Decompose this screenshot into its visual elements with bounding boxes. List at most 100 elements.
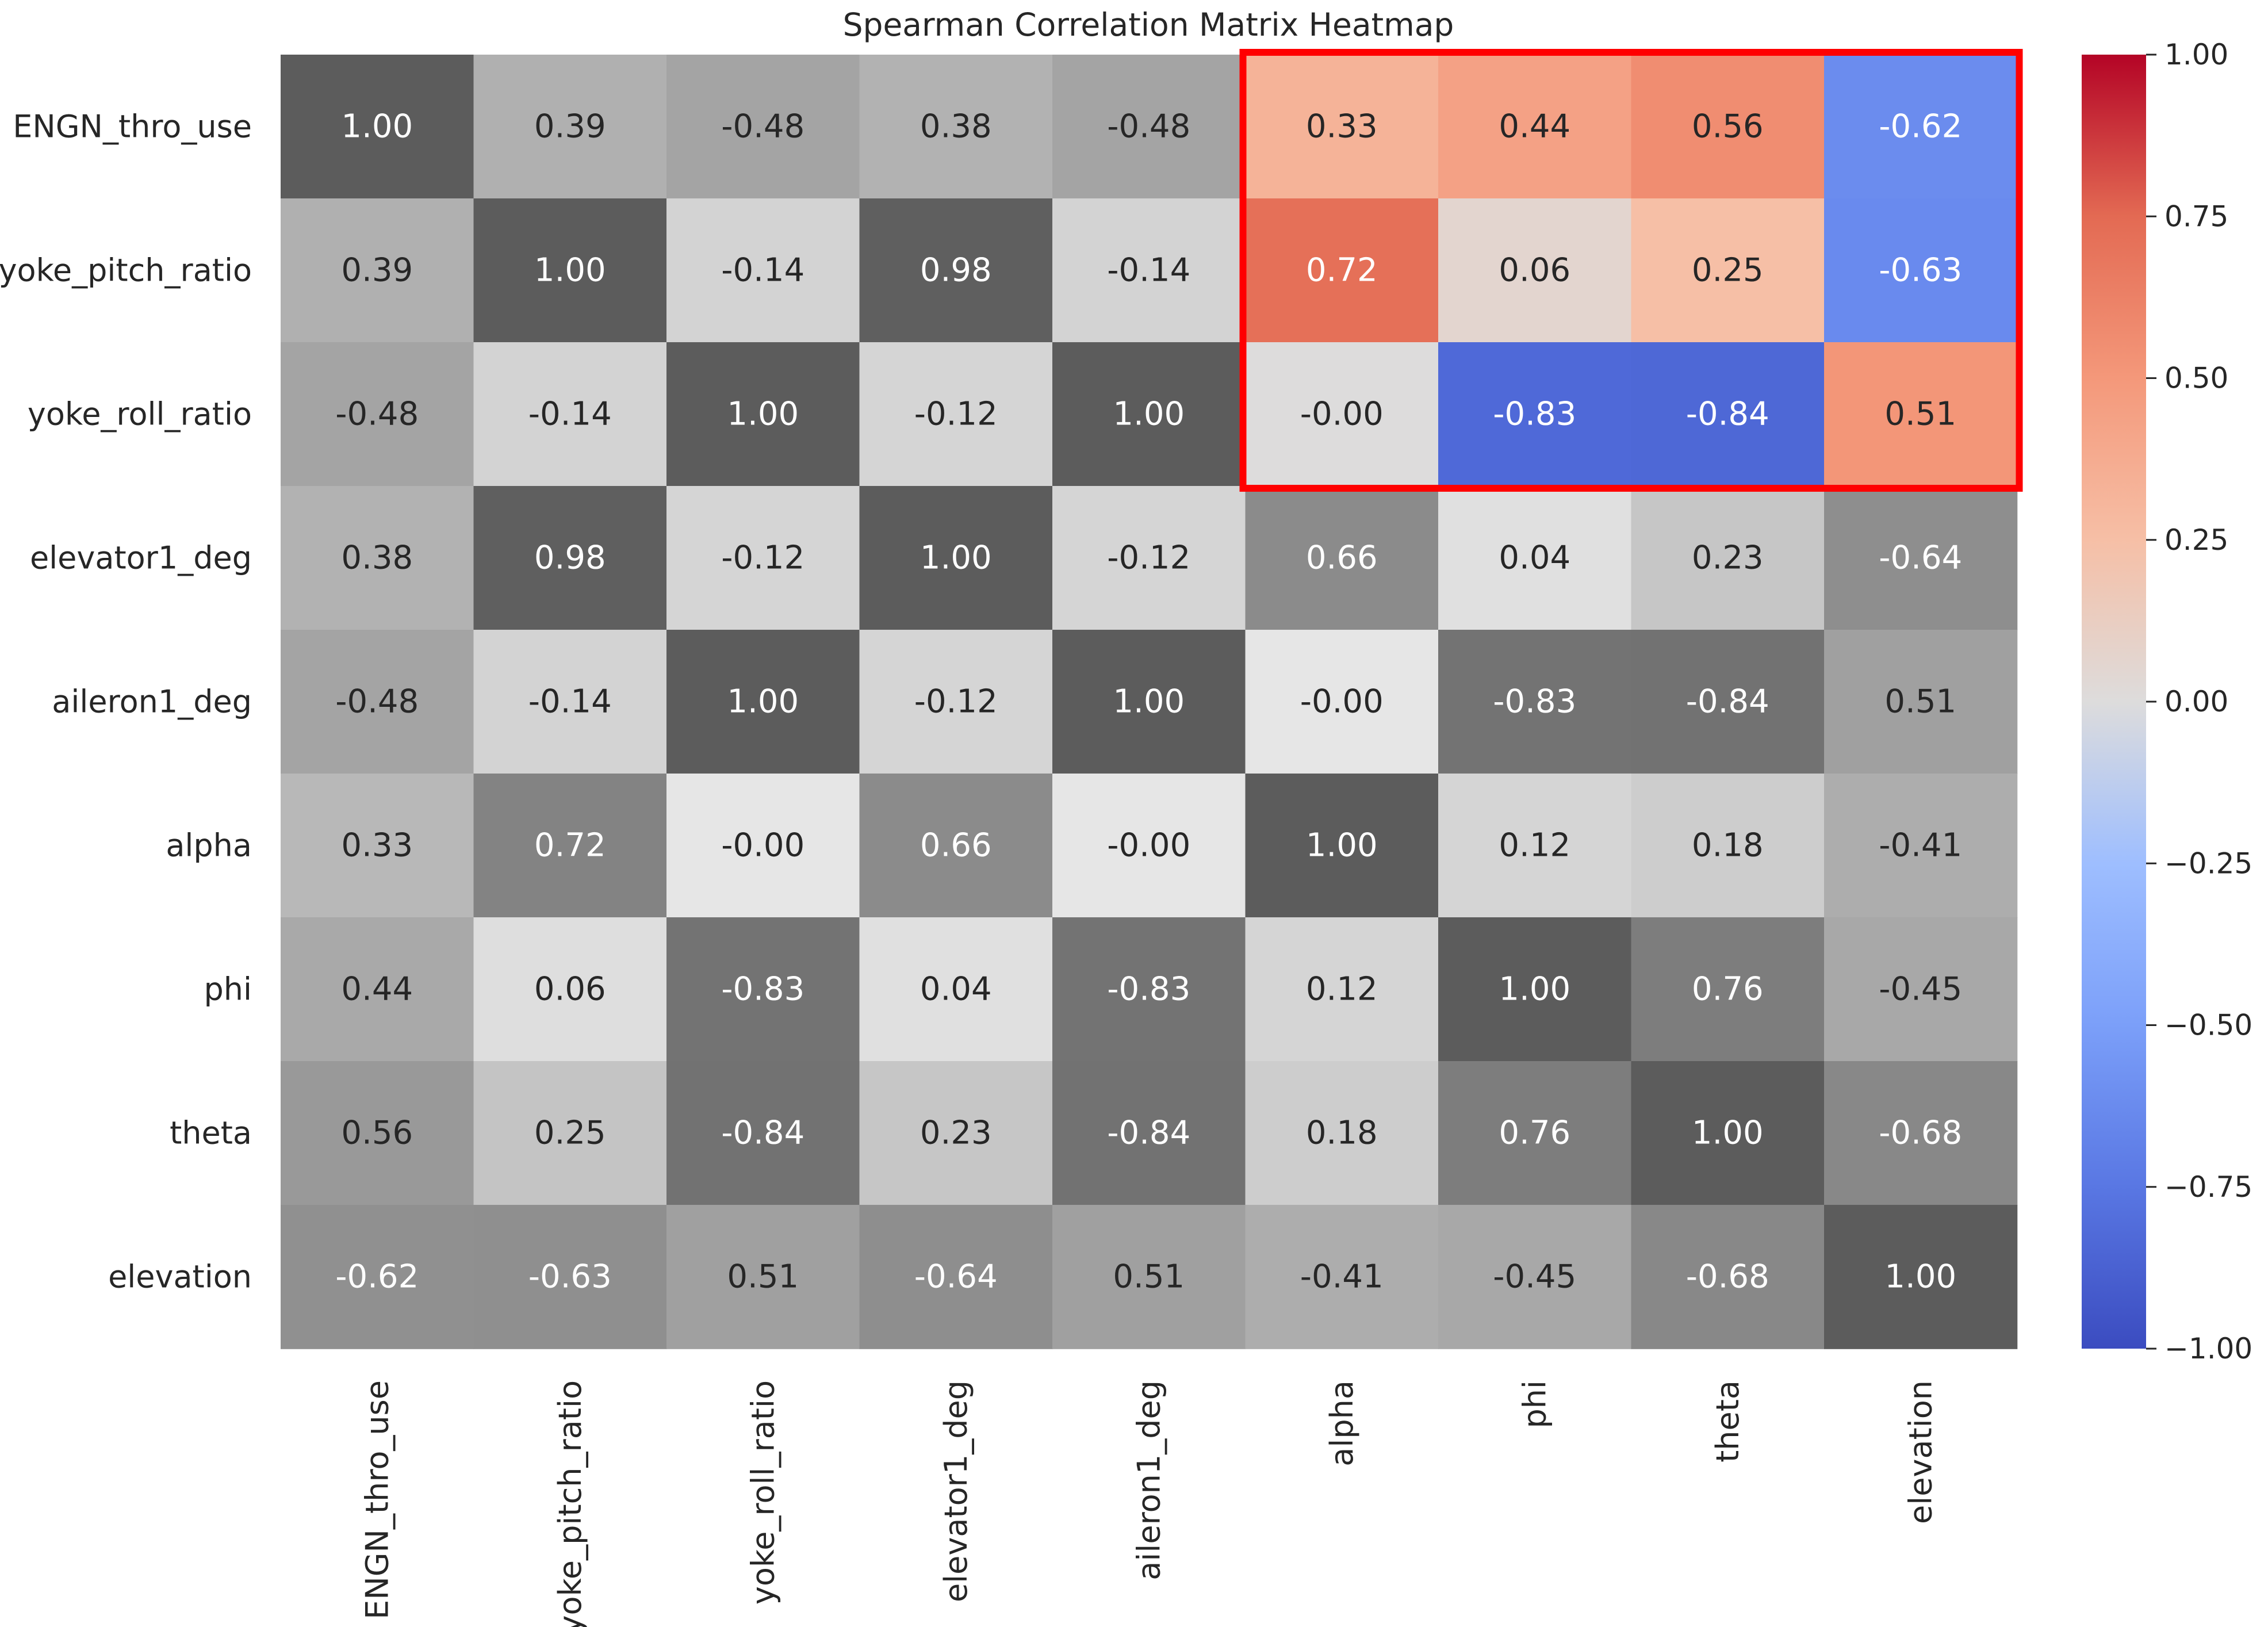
heatmap-cell xyxy=(859,342,1053,487)
heatmap-cell xyxy=(1438,774,1632,918)
heatmap-cell xyxy=(281,1205,474,1349)
cell-value-label: 0.56 xyxy=(341,1115,413,1152)
heatmap-cell xyxy=(1631,486,1825,630)
heatmap-cell xyxy=(1824,917,2018,1062)
cell-value-label: 0.33 xyxy=(341,827,413,864)
cell-value-label: 0.38 xyxy=(341,539,413,577)
colorbar-tick-label: 0.50 xyxy=(2164,362,2228,395)
cell-value-label: -0.12 xyxy=(914,396,998,433)
cell-value-label: 0.33 xyxy=(1306,108,1378,146)
cell-value-label: 0.12 xyxy=(1306,971,1378,1008)
column-label: yoke_pitch_ratio xyxy=(552,1380,588,1627)
cell-value-label: -0.00 xyxy=(1300,683,1384,721)
cell-value-label: 1.00 xyxy=(727,683,799,721)
cell-value-label: 0.66 xyxy=(920,827,992,864)
heatmap-cell xyxy=(1438,486,1632,630)
cell-value-label: -0.68 xyxy=(1879,1115,1962,1152)
heatmap-cell xyxy=(1631,917,1825,1062)
heatmap-cell xyxy=(1824,630,2018,774)
cell-value-label: 0.51 xyxy=(1884,683,1956,721)
colorbar-tick-label: 0.00 xyxy=(2164,685,2228,718)
heatmap-cell xyxy=(1245,1061,1439,1205)
cell-value-label: -0.14 xyxy=(1107,252,1190,289)
heatmap-cell xyxy=(1438,1205,1632,1349)
heatmap-cell xyxy=(473,1205,667,1349)
cell-value-label: -0.62 xyxy=(1879,108,1962,146)
row-label: phi xyxy=(204,971,252,1008)
heatmap-cell xyxy=(859,1205,1053,1349)
row-label: alpha xyxy=(166,828,252,864)
cell-value-label: 0.25 xyxy=(1692,252,1764,289)
cell-value-label: 1.00 xyxy=(1306,827,1378,864)
cell-value-label: 1.00 xyxy=(1113,683,1185,721)
heatmap-cell xyxy=(1245,486,1439,630)
heatmap-cell xyxy=(666,774,860,918)
cell-value-label: -0.83 xyxy=(1107,971,1190,1008)
heatmap-cell xyxy=(666,486,860,630)
cell-value-label: -0.12 xyxy=(1107,539,1190,577)
cell-value-label: 0.76 xyxy=(1499,1115,1570,1152)
cell-value-label: 0.04 xyxy=(920,971,992,1008)
cell-value-label: -0.48 xyxy=(721,108,804,146)
heatmap-cell xyxy=(281,55,474,199)
heatmap-cell xyxy=(859,630,1053,774)
cell-value-label: 0.44 xyxy=(341,971,413,1008)
cell-value-label: 0.66 xyxy=(1306,539,1378,577)
heatmap-cell xyxy=(1438,1061,1632,1205)
heatmap-cell xyxy=(859,198,1053,343)
heatmap-cell xyxy=(1438,55,1632,199)
cell-value-label: -0.48 xyxy=(1107,108,1190,146)
heatmap-cell xyxy=(473,1061,667,1205)
cell-value-label: -0.83 xyxy=(1493,683,1576,721)
heatmap-cell xyxy=(1438,917,1632,1062)
colorbar-tick-label: −0.50 xyxy=(2164,1009,2252,1042)
heatmap-cell xyxy=(859,917,1053,1062)
heatmap-cell xyxy=(473,917,667,1062)
cell-value-label: -0.41 xyxy=(1879,827,1962,864)
column-tick-labels: ENGN_thro_use yoke_pitch_ratio yoke_roll_r… xyxy=(359,1380,1938,1627)
cell-value-label: 0.12 xyxy=(1499,827,1570,864)
colorbar-tick-label: −0.75 xyxy=(2164,1170,2252,1204)
column-label: elevator1_deg xyxy=(938,1380,974,1602)
cell-value-label: -0.00 xyxy=(721,827,804,864)
heatmap-cell xyxy=(1631,55,1825,199)
cell-value-label: -0.41 xyxy=(1300,1258,1384,1296)
heatmap-cell xyxy=(1824,198,2018,343)
heatmap-cell xyxy=(1438,198,1632,343)
heatmap-cell xyxy=(1631,630,1825,774)
heatmap-cell xyxy=(281,917,474,1062)
cell-value-label: 0.72 xyxy=(534,827,606,864)
heatmap-cell xyxy=(666,342,860,487)
heatmap-cell xyxy=(1824,774,2018,918)
cell-value-label: 0.51 xyxy=(727,1258,799,1296)
cell-value-label: -0.64 xyxy=(914,1258,998,1296)
highlight-rectangle xyxy=(1239,49,2023,492)
colorbar-tick-label: 0.25 xyxy=(2164,523,2228,557)
heatmap-cell xyxy=(666,198,860,343)
cell-value-label: 0.38 xyxy=(920,108,992,146)
cell-value-label: -0.14 xyxy=(528,396,612,433)
highlight-box xyxy=(1239,49,2023,492)
cell-value-label: 0.76 xyxy=(1692,971,1764,1008)
cell-value-label: 0.18 xyxy=(1692,827,1764,864)
cell-value-label: -0.63 xyxy=(528,1258,612,1296)
heatmap-cell xyxy=(473,630,667,774)
row-label: yoke_roll_ratio xyxy=(28,396,252,432)
heatmap-cell xyxy=(859,1061,1053,1205)
heatmap-cell xyxy=(1631,1061,1825,1205)
heatmap-cell xyxy=(1052,774,1246,918)
row-label: elevator1_deg xyxy=(30,540,252,576)
heatmap-cell xyxy=(859,55,1053,199)
heatmap-cell xyxy=(859,486,1053,630)
cell-value-label: 0.25 xyxy=(534,1115,606,1152)
cell-value-label: -0.00 xyxy=(1300,396,1384,433)
cell-value-label: 0.51 xyxy=(1884,396,1956,433)
heatmap-cell xyxy=(1245,55,1439,199)
column-label: theta xyxy=(1710,1380,1746,1463)
cell-value-label: 0.98 xyxy=(920,252,992,289)
column-label: alpha xyxy=(1324,1380,1360,1467)
cell-value-label: -0.84 xyxy=(1107,1115,1190,1152)
heatmap-cell xyxy=(1824,55,2018,199)
colorbar-tick-label: 0.75 xyxy=(2164,200,2228,233)
heatmap-cell xyxy=(473,55,667,199)
